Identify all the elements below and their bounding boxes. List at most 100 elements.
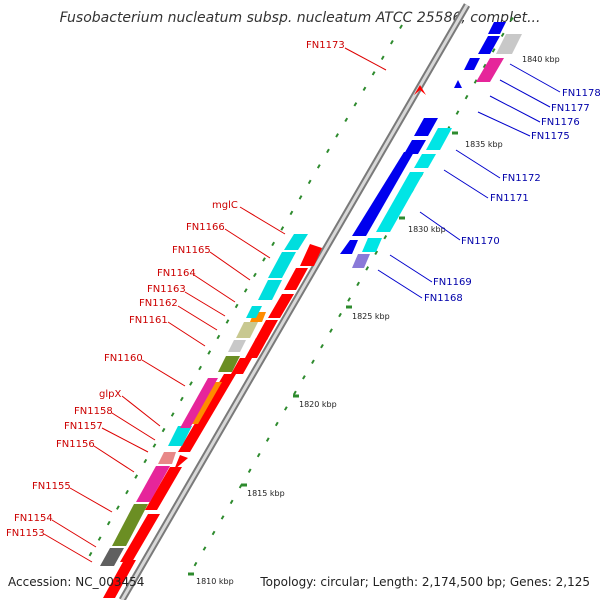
gene-label: FN1170 — [461, 236, 500, 247]
gene-labels-right: FN1178 FN1177 FN1176 FN1175 FN1172 FN117… — [424, 88, 600, 304]
gene-block-cyan — [268, 252, 296, 278]
gene-arrow — [488, 22, 506, 34]
leader-line — [193, 274, 236, 303]
gene-block-cyan — [376, 172, 424, 232]
leader-line — [419, 211, 461, 241]
leader-line — [389, 254, 433, 283]
tick-label: 1820 kbp — [299, 400, 337, 409]
forward-gene-lane — [103, 85, 426, 598]
gene-label: FN1171 — [490, 193, 529, 204]
gene-label: FN1156 — [56, 439, 95, 450]
gene-block-cyan — [246, 306, 262, 318]
leader-line — [509, 63, 561, 93]
gene-label: FN1166 — [186, 222, 225, 233]
gene-arrow — [268, 294, 294, 318]
leader-line — [477, 111, 531, 137]
gene-arrow — [103, 560, 136, 598]
tick-label: 1830 kbp — [408, 225, 446, 234]
leader-line — [43, 533, 93, 563]
feature-lane-left — [100, 234, 308, 566]
gene-block-olive — [112, 504, 148, 546]
gene-arrow — [454, 80, 462, 88]
gene-block-lavender — [352, 254, 370, 268]
gene-label: FN1163 — [147, 284, 186, 295]
accession-text: Accession: NC_003454 — [8, 575, 145, 589]
leader-line — [177, 305, 218, 331]
tick-label: 1825 kbp — [352, 312, 390, 321]
leader-line — [377, 269, 423, 299]
gene-label: FN1160 — [104, 353, 143, 364]
leader-line — [184, 291, 226, 317]
gene-arrow — [464, 58, 480, 70]
leader-line — [489, 95, 541, 123]
gene-arrow — [231, 358, 252, 374]
gene-label: FN1158 — [74, 406, 113, 417]
gene-block-olive — [218, 356, 240, 372]
tick-guides — [88, 3, 522, 567]
gene-label: glpX — [99, 389, 121, 400]
gene-label: FN1162 — [139, 298, 178, 309]
tick-label: 1835 kbp — [465, 140, 503, 149]
leader-line — [51, 519, 97, 548]
gene-arrow — [352, 152, 414, 236]
leader-line — [93, 445, 135, 473]
leader-line — [344, 47, 387, 71]
gene-arrow — [340, 240, 358, 254]
gene-label: FN1161 — [129, 315, 168, 326]
gene-label: FN1175 — [531, 131, 570, 142]
leader-line — [239, 206, 286, 235]
map-title: Fusobacterium nucleatum subsp. nucleatum… — [59, 10, 541, 26]
gene-arrow — [178, 374, 236, 452]
gene-label: FN1155 — [32, 481, 71, 492]
gene-block-khaki — [236, 322, 258, 338]
gene-block-cyan — [362, 238, 382, 252]
reverse-gene-lane — [340, 22, 506, 254]
leader-line — [69, 487, 113, 513]
gene-arrow — [414, 85, 426, 95]
gene-label: FN1172 — [502, 173, 541, 184]
backbone-inner — [120, 4, 469, 600]
gene-arrow — [120, 514, 160, 562]
gene-arrow — [284, 268, 308, 290]
gene-block-cyan — [284, 234, 308, 250]
gene-block-magenta — [136, 466, 170, 502]
gene-block-cyan — [168, 426, 192, 446]
gene-label: mglC — [212, 200, 238, 211]
gene-block-cyan — [258, 280, 282, 300]
gene-label: FN1169 — [433, 277, 472, 288]
tick-label: 1815 kbp — [247, 489, 285, 498]
leader-line — [499, 79, 551, 108]
gene-block-grey — [100, 548, 124, 566]
gene-label: FN1178 — [562, 88, 600, 99]
gene-arrow — [255, 320, 278, 340]
outer-tick-guide — [193, 3, 522, 567]
gene-label: FN1168 — [424, 293, 463, 304]
leader-line — [455, 149, 501, 179]
tick-label: 1840 kbp — [522, 55, 560, 64]
gene-arrow — [145, 467, 182, 510]
leader-line — [101, 427, 149, 453]
gene-block-pink — [158, 452, 176, 464]
tick-labels: 1810 kbp 1815 kbp 1820 kbp 1825 kbp 1830… — [196, 55, 560, 586]
gene-block-cyan — [426, 128, 452, 150]
gene-label: FN1153 — [6, 528, 45, 539]
leader-lines-right — [377, 63, 561, 299]
gene-block-grey — [496, 34, 522, 54]
gene-arrow — [245, 338, 268, 358]
gene-block-magenta — [180, 378, 218, 428]
gene-arrow — [414, 118, 438, 136]
leader-line — [167, 321, 206, 347]
gene-labels-left: FN1173 mglC FN1166 FN1165 FN1164 FN1163 … — [6, 40, 345, 539]
gene-label: FN1165 — [172, 245, 211, 256]
leader-line — [141, 359, 186, 387]
gene-arrow — [300, 244, 322, 266]
gene-block-cyan — [414, 154, 436, 168]
feature-lane-right — [352, 34, 522, 268]
gene-label: FN1154 — [14, 513, 53, 524]
gene-arrow — [404, 140, 426, 154]
backbone — [118, 3, 471, 600]
gene-arrow — [174, 455, 188, 470]
gene-block-magenta — [476, 58, 504, 82]
tick-label: 1810 kbp — [196, 577, 234, 586]
